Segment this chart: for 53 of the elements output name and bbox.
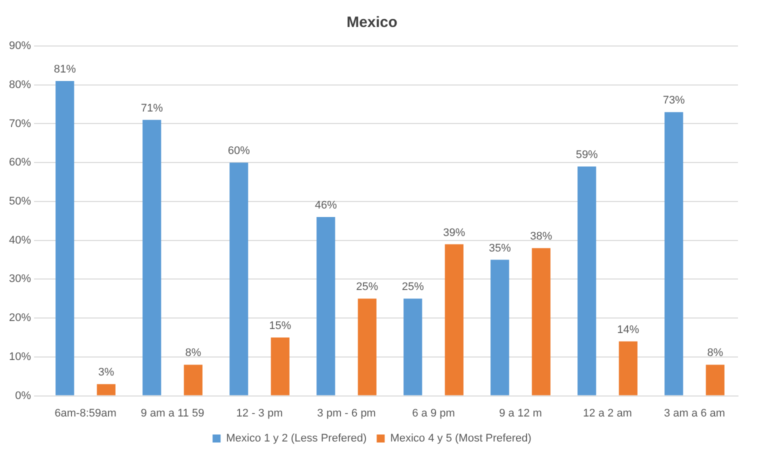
bar [578,166,596,396]
bar [184,364,202,396]
data-label: 25% [356,281,378,294]
y-tick-label: 80% [8,78,32,91]
data-label: 35% [488,242,512,254]
y-tick-label: 40% [8,234,32,246]
bar [706,364,724,396]
data-label: 3% [98,366,114,379]
bar [664,112,684,396]
bar [532,248,550,396]
data-label: 14% [617,324,640,336]
legend-label: Mexico 1 y 2 (Less Prefered) [226,432,367,445]
y-tick-label: 50% [8,196,32,208]
data-label: 8% [707,347,724,360]
data-label: 81% [54,64,76,76]
data-label: 73% [662,94,686,107]
bar [358,298,376,396]
data-label: 39% [443,226,466,239]
data-label: 59% [576,149,598,162]
data-label: 71% [140,102,164,114]
chart-title: Mexico [346,14,398,32]
x-tick-label: 12 - 3 pm [236,407,283,420]
bar [96,384,116,396]
bar [444,244,464,396]
bar [230,162,248,396]
y-tick-label: 20% [8,312,32,324]
x-tick-label: 9 am a 11 59 [140,407,204,420]
y-tick-label: 10% [8,350,32,363]
data-label: 25% [402,281,424,294]
data-label: 46% [314,200,338,212]
x-tick-label: 3 pm - 6 pm [317,407,376,420]
bar [270,338,290,396]
data-label: 38% [530,230,552,243]
y-tick-label: 70% [8,118,32,130]
y-tick-label: 30% [8,273,32,286]
bar [56,80,74,396]
bar [142,120,162,396]
x-tick-label: 6am-8:59am [54,407,116,420]
x-tick-label: 9 a 12 m [499,407,542,420]
bar [404,298,422,396]
data-label: 60% [228,145,250,158]
data-label: 8% [185,347,202,360]
y-tick-label: 90% [8,40,32,52]
data-label: 15% [269,320,292,332]
y-tick-label: 60% [8,156,32,169]
bar [490,260,510,396]
x-tick-label: 12 a 2 am [583,407,632,420]
bar [316,217,336,396]
y-tick-label: 0% [15,390,32,402]
x-tick-label: 6 a 9 pm [412,407,455,420]
legend-label: Mexico 4 y 5 (Most Prefered) [390,432,532,445]
bar [618,341,638,396]
x-tick-label: 3 am a 6 am [664,407,726,420]
